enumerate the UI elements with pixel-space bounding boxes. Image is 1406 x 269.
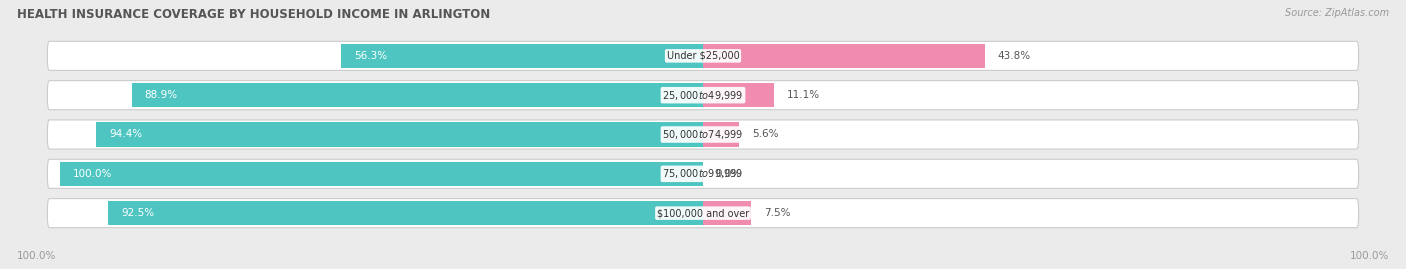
Text: 100.0%: 100.0% [17,251,56,261]
Bar [703,83,775,107]
Text: 7.5%: 7.5% [763,208,790,218]
FancyBboxPatch shape [48,159,1358,188]
Bar [60,162,703,186]
Text: 5.6%: 5.6% [752,129,779,140]
Text: 94.4%: 94.4% [110,129,142,140]
Text: 100.0%: 100.0% [73,169,112,179]
FancyBboxPatch shape [48,81,1358,110]
Text: Under $25,000: Under $25,000 [666,51,740,61]
Text: $50,000 to $74,999: $50,000 to $74,999 [662,128,744,141]
Bar [703,44,984,68]
Text: HEALTH INSURANCE COVERAGE BY HOUSEHOLD INCOME IN ARLINGTON: HEALTH INSURANCE COVERAGE BY HOUSEHOLD I… [17,8,491,21]
Text: 100.0%: 100.0% [1350,251,1389,261]
Text: 0.0%: 0.0% [716,169,742,179]
Bar [703,201,751,225]
Bar [703,122,740,147]
FancyBboxPatch shape [48,120,1358,149]
Text: $100,000 and over: $100,000 and over [657,208,749,218]
FancyBboxPatch shape [48,41,1358,70]
Text: Source: ZipAtlas.com: Source: ZipAtlas.com [1285,8,1389,18]
Bar [108,201,703,225]
Text: 43.8%: 43.8% [997,51,1031,61]
Bar [96,122,703,147]
FancyBboxPatch shape [48,199,1358,228]
Bar [132,83,703,107]
Text: 56.3%: 56.3% [354,51,387,61]
Text: $25,000 to $49,999: $25,000 to $49,999 [662,89,744,102]
Text: 92.5%: 92.5% [121,208,155,218]
Text: 88.9%: 88.9% [145,90,177,100]
Text: $75,000 to $99,999: $75,000 to $99,999 [662,167,744,180]
Bar [342,44,703,68]
Text: 11.1%: 11.1% [787,90,820,100]
